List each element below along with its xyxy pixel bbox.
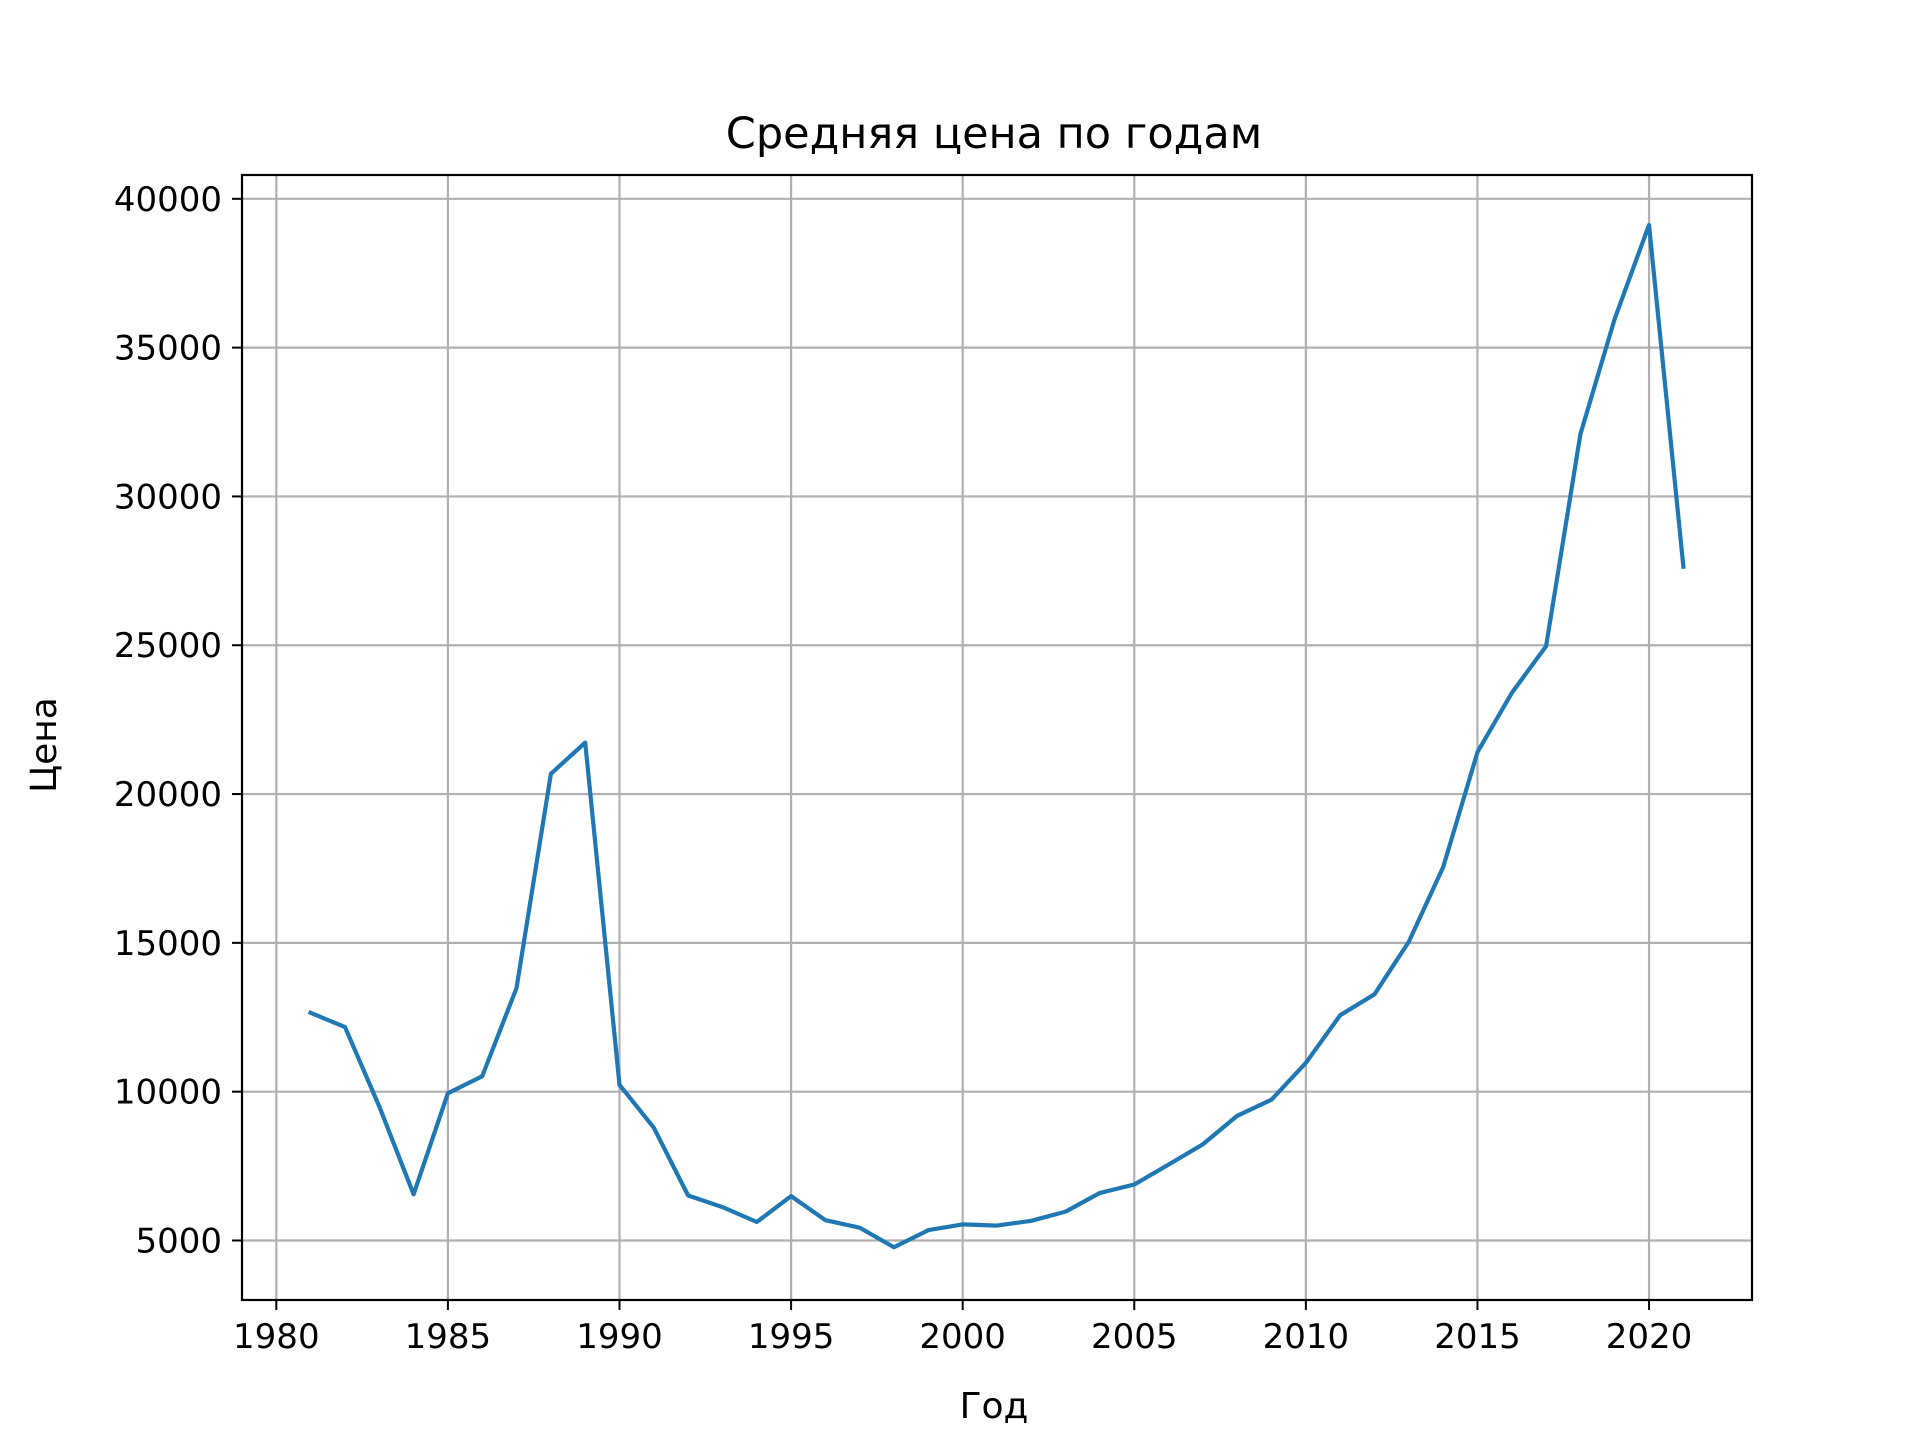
- ticks: 1980 1985 1990 1995 2000 2005 2010 2015 2020 5000…: [114, 180, 1692, 1357]
- y-tick-label: 15000: [114, 924, 222, 964]
- x-tick-label: 1985: [405, 1317, 492, 1357]
- y-tick-label: 10000: [114, 1073, 222, 1113]
- plot-frame: [240, 173, 1754, 1302]
- grid: [242, 175, 1752, 1300]
- y-tick-label: 40000: [114, 180, 222, 220]
- y-axis-label: Цена: [24, 697, 65, 793]
- x-tick-label: 2020: [1606, 1317, 1693, 1357]
- x-tick-label: 1980: [233, 1317, 320, 1357]
- x-tick-label: 1990: [576, 1317, 663, 1357]
- y-tick-label: 30000: [114, 477, 222, 517]
- x-tick-label: 2010: [1263, 1317, 1350, 1357]
- x-tick-label: 2005: [1091, 1317, 1178, 1357]
- chart-title: Средняя цена по годам: [726, 109, 1262, 159]
- y-tick-label: 35000: [114, 329, 222, 369]
- y-tick-label: 20000: [114, 775, 222, 815]
- price-series-line: [307, 222, 1686, 1250]
- x-tick-label: 2015: [1434, 1317, 1521, 1357]
- y-tick-label: 5000: [135, 1221, 222, 1261]
- series-layer: [307, 222, 1686, 1250]
- x-tick-label: 2000: [919, 1317, 1006, 1357]
- x-tick-label: 1995: [748, 1317, 835, 1357]
- y-tick-label: 25000: [114, 626, 222, 666]
- x-axis-label: Год: [960, 1386, 1029, 1427]
